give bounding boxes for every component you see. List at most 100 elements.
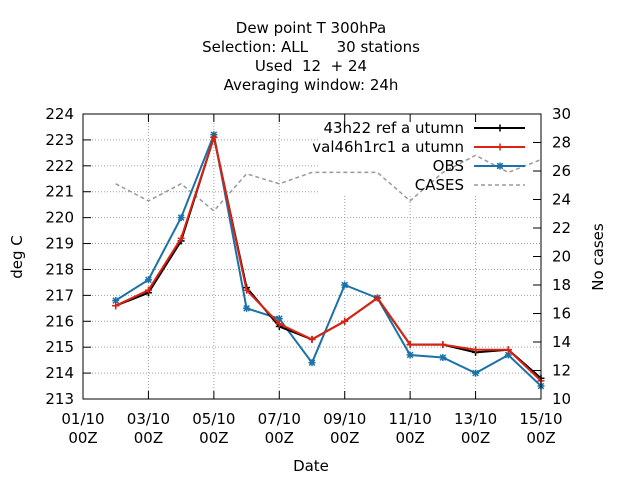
plot-frame	[82, 113, 542, 400]
y-tick-label: 224	[45, 105, 74, 123]
x-tick-label-time: 00Z	[134, 429, 163, 447]
chart-title: Dew point T 300hPa Selection: ALL 30 sta…	[202, 19, 420, 94]
y-tick-label: 218	[45, 260, 74, 278]
x-tick-label: 15/10	[519, 410, 562, 428]
legend-marker-43h22-ref-autumn	[496, 124, 504, 132]
x-tick-label-time: 00Z	[526, 429, 555, 447]
data-point-obs	[472, 369, 480, 377]
data-point-obs	[243, 304, 251, 312]
x-tick-label: 13/10	[454, 410, 497, 428]
data-point-val46h1rc1-autumn	[210, 133, 218, 141]
data-point-val46h1rc1-autumn	[275, 320, 283, 328]
y-tick-label: 220	[45, 209, 74, 227]
data-point-obs-d2	[504, 351, 512, 359]
data-point-obs	[341, 281, 349, 289]
x-tick-label-time: 00Z	[461, 429, 490, 447]
x-axis-label: Date	[293, 457, 329, 475]
title-line-4: Averaging window: 24h	[224, 76, 399, 94]
legend-label-val46h1rc1-autumn: val46h1rc1 a utumn	[312, 138, 464, 156]
legend-label-cases: CASES	[415, 176, 464, 194]
x-tick-label: 05/10	[192, 410, 235, 428]
data-point-val46h1rc1-autumn	[308, 335, 316, 343]
legend-marker-val46h1rc1-autumn	[496, 143, 504, 151]
series-line-val46h1rc1-autumn	[115, 133, 542, 382]
data-point-val46h1rc1-autumn	[472, 346, 480, 354]
y-tick-label: 213	[45, 390, 74, 408]
title-line-3: Used 12 + 24	[255, 57, 367, 75]
y2-tick-label: 20	[552, 248, 571, 266]
data-point-val46h1rc1-autumn	[373, 294, 381, 302]
data-point-obs-d2	[243, 304, 250, 312]
y2-axis-label: No cases	[589, 223, 607, 291]
x-tick-label: 11/10	[389, 410, 432, 428]
y-axis-label: deg C	[8, 235, 26, 279]
data-point-val46h1rc1-autumn	[243, 286, 251, 294]
y-tick-label: 221	[45, 183, 74, 201]
data-point-obs	[112, 297, 120, 305]
data-point-val46h1rc1-autumn	[341, 317, 349, 325]
series-line-cases	[115, 154, 542, 212]
y2-tick-label: 26	[552, 162, 571, 180]
data-point-obs	[439, 354, 447, 362]
data-point-obs	[308, 359, 316, 367]
y2-tick-labels: 10 12 14 16 18 20 22 24 26 28 30	[552, 105, 571, 408]
legend-marker-obs-d2	[496, 162, 504, 170]
data-point-val46h1rc1-autumn	[144, 286, 152, 294]
x-tick-label-time: 00Z	[265, 429, 294, 447]
legend-label-obs: OBS	[433, 157, 464, 175]
data-point-val46h1rc1-autumn	[177, 234, 185, 242]
series-val46h1rc1-autumn	[112, 133, 545, 385]
data-point-obs-d2	[177, 214, 185, 221]
y2-tick-label: 28	[552, 134, 571, 152]
x-tick-label: 09/10	[323, 410, 366, 428]
y2-tick-label: 18	[552, 276, 571, 294]
y-tick-label: 215	[45, 338, 74, 356]
title-line-1: Dew point T 300hPa	[236, 19, 386, 37]
y-tick-label: 214	[45, 364, 74, 382]
data-point-obs	[177, 214, 185, 222]
y-tick-label: 223	[45, 131, 74, 149]
x-tick-label: 07/10	[258, 410, 301, 428]
legend-marker-obs	[496, 162, 504, 170]
data-point-obs-d2	[112, 297, 120, 304]
data-point-val46h1rc1-autumn	[112, 302, 120, 310]
y-tick-label: 219	[45, 235, 74, 253]
y2-tick-label: 22	[552, 219, 571, 237]
data-point-obs-d2	[341, 281, 349, 289]
grid	[83, 114, 541, 399]
y-tick-labels: 213 214 215 216 217 218 219 220 221 222 223 224	[45, 105, 74, 408]
y2-tick-label: 14	[552, 333, 571, 351]
data-point-val46h1rc1-autumn	[439, 341, 447, 349]
y2-tick-label: 10	[552, 390, 571, 408]
data-point-obs	[406, 351, 414, 359]
data-point-val46h1rc1-autumn	[406, 341, 414, 349]
y2-tick-label: 12	[552, 362, 571, 380]
x-tick-label-time: 00Z	[199, 429, 228, 447]
x-tick-label-time: 00Z	[330, 429, 359, 447]
data-point-obs-d2	[145, 276, 152, 284]
data-point-obs-d2	[308, 359, 316, 367]
data-point-obs-d2	[406, 351, 414, 359]
legend-label-43h22-ref-autumn: 43h22 ref a utumn	[323, 119, 464, 137]
x-tick-label-time: 00Z	[68, 429, 97, 447]
data-point-obs-d2	[439, 354, 447, 361]
y2-tick-label: 30	[552, 105, 571, 123]
data-point-obs	[144, 276, 152, 284]
data-point-obs-d2	[472, 369, 479, 377]
x-tick-label: 01/10	[61, 410, 104, 428]
x-tick-label: 03/10	[127, 410, 170, 428]
y-tick-label: 216	[45, 312, 74, 330]
title-line-2: Selection: ALL 30 stations	[202, 38, 420, 56]
y2-tick-label: 24	[552, 191, 571, 209]
y-tick-label: 222	[45, 157, 74, 175]
series-line-obs	[115, 131, 542, 387]
plot-series	[112, 131, 545, 390]
x-tick-labels: 01/1000Z03/1000Z05/1000Z07/1000Z09/1000Z…	[61, 410, 562, 447]
x-tick-label-time: 00Z	[395, 429, 424, 447]
y-tick-label: 217	[45, 286, 74, 304]
y2-tick-label: 16	[552, 305, 571, 323]
data-point-val46h1rc1-autumn	[504, 346, 512, 354]
